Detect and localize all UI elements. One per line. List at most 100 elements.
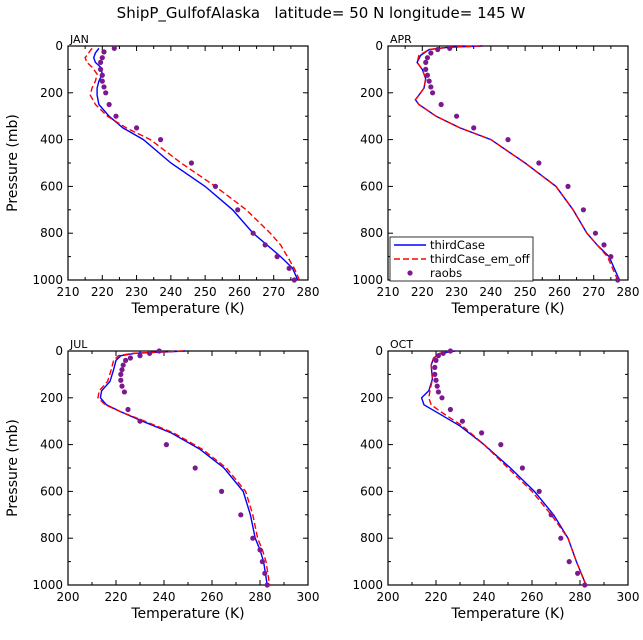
legend-entry: thirdCase_em_off [430,252,531,266]
raobs-point [125,406,131,413]
raobs-point [259,559,265,565]
raobs-point [147,350,153,356]
raobs-point [435,353,441,359]
raobs-point [423,66,429,72]
raobs-point [438,101,444,108]
y-tick-label: 0 [55,39,63,53]
raobs-point [111,45,117,51]
panel-jul: 200 220 240 260 280 300 0 200 400 600 800 1000 JUL Te… [5,338,319,622]
y-tick-label: 800 [40,226,63,240]
raobs-point [592,230,599,236]
y-tick-label: 600 [40,179,63,193]
raobs-point [97,66,104,72]
raobs-point [432,371,438,377]
raobs-point [133,125,140,131]
x-tick-label: 260 [228,285,251,299]
raobs-point [250,230,256,236]
y-tick-label: 0 [375,39,383,53]
raobs-point [435,46,441,53]
raobs-point [428,84,434,90]
raobs-point [471,125,477,131]
raobs-point [262,570,268,576]
series-thirdcase-em-off-line [428,350,587,586]
panel-jan: 210 220 230 240 250 260 270 280 0 200 400 600 800 100… [5,33,319,317]
raobs-point [440,350,446,356]
raobs-point [426,78,432,84]
legend-marker [407,270,413,276]
panel-label: JUL [69,338,88,351]
raobs-point [274,254,280,260]
x-tick-label: 220 [411,285,434,299]
raobs-point [264,582,270,588]
x-axis-label: Temperature (K) [450,301,564,317]
raobs-point [479,430,485,436]
series-thirdcase-line [92,47,299,281]
x-tick-label: 260 [521,590,544,604]
y-tick-label: 0 [375,344,383,358]
legend-entry: raobs [430,266,462,280]
raobs-point [127,355,133,361]
plot-frame [387,350,629,586]
x-axis-label: Temperature (K) [450,606,564,622]
raobs-point [99,55,105,61]
raobs-point [103,90,109,96]
x-tick-label: 210 [57,285,80,299]
x-tick-label: 260 [548,285,571,299]
y-tick-label: 400 [360,133,383,147]
panel-label: APR [390,33,412,46]
x-tick-label: 240 [153,590,176,604]
raobs-point [558,535,564,541]
x-tick-label: 240 [159,285,182,299]
raobs-point [97,59,104,65]
raobs-point [519,465,526,471]
raobs-point [580,207,587,213]
x-axis-label: Temperature (K) [130,606,244,622]
series-thirdcase-em-off-line [414,45,619,281]
y-tick-label: 400 [40,133,63,147]
y-tick-label: 400 [40,438,63,452]
raobs-point [99,72,105,78]
raobs-point [548,512,554,518]
raobs-point [118,371,124,377]
x-tick-label: 280 [617,285,640,299]
raobs-point [615,277,621,283]
raobs-point [424,55,431,61]
y-tick-label: 600 [360,484,383,498]
raobs-point [99,78,105,84]
y-tick-label: 800 [40,531,63,545]
y-tick-label: 800 [360,531,383,545]
raobs-point [433,357,439,363]
y-tick-label: 1000 [352,578,383,592]
raobs-point [565,183,571,189]
x-tick-label: 270 [262,285,285,299]
series-raobs [118,348,270,588]
y-axis-label: Pressure (mb) [5,419,21,517]
raobs-point [424,72,431,78]
raobs-point [212,183,219,189]
raobs-point [601,242,607,248]
raobs-point [101,84,107,90]
series-thirdcase-em-off-line [84,47,301,281]
y-tick-label: 600 [40,484,63,498]
raobs-point [582,582,588,588]
panel-oct: 200 220 240 260 280 300 0 200 400 600 800 1000 OCT Te… [352,338,639,622]
x-tick-label: 280 [297,285,320,299]
raobs-point [286,265,292,271]
x-tick-label: 220 [425,590,448,604]
y-tick-label: 600 [360,179,383,193]
raobs-point [434,383,440,389]
x-tick-label: 300 [297,590,320,604]
raobs-point [119,367,125,373]
raobs-point [119,383,125,389]
raobs-point [447,406,453,413]
raobs-point [118,377,124,383]
raobs-point [536,160,542,166]
x-tick-label: 250 [514,285,537,299]
x-tick-label: 230 [445,285,468,299]
raobs-point [257,547,263,553]
raobs-point [575,570,581,576]
raobs-point [433,377,439,383]
x-tick-label: 240 [479,285,502,299]
